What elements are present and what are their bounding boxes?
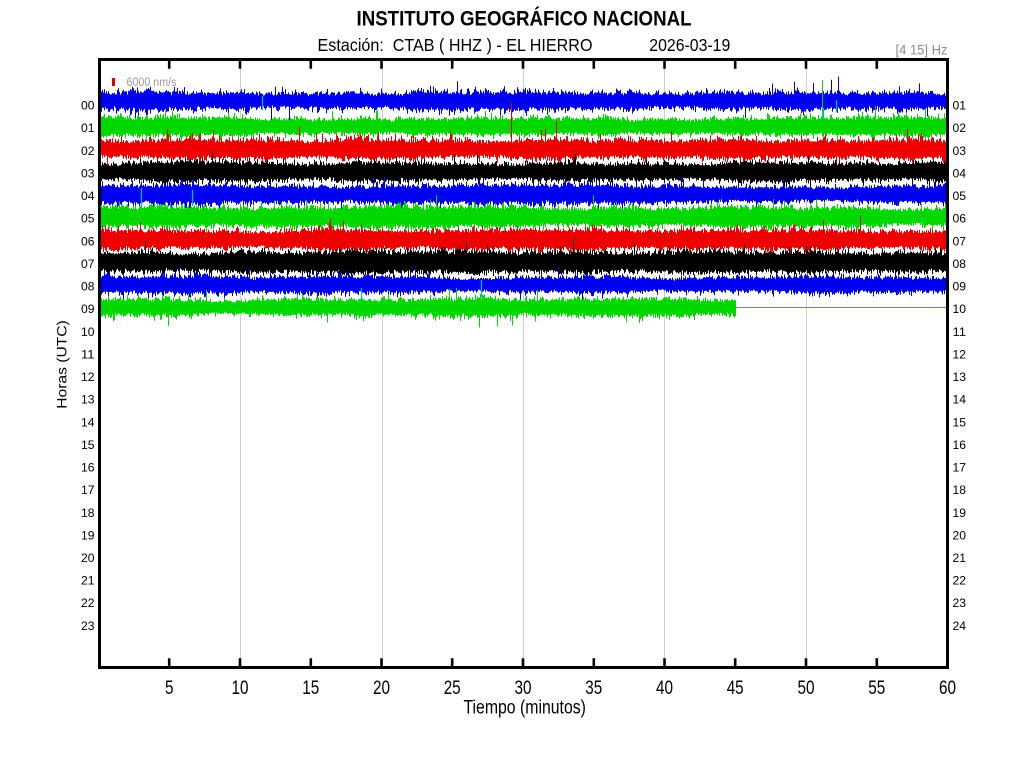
svg-text:09: 09	[81, 302, 95, 316]
svg-text:30: 30	[515, 678, 532, 699]
svg-text:15: 15	[953, 415, 967, 429]
svg-text:08: 08	[953, 257, 967, 271]
svg-text:13: 13	[953, 370, 967, 384]
svg-text:[4 15] Hz: [4 15] Hz	[896, 42, 948, 58]
svg-text:07: 07	[953, 234, 967, 248]
svg-text:23: 23	[953, 596, 967, 610]
svg-text:19: 19	[81, 528, 95, 542]
svg-text:09: 09	[953, 280, 967, 294]
svg-text:20: 20	[953, 528, 967, 542]
svg-text:2026-03-19: 2026-03-19	[649, 35, 730, 55]
svg-text:11: 11	[81, 347, 95, 361]
svg-text:Tiempo (minutos): Tiempo (minutos)	[463, 698, 586, 719]
svg-text:INSTITUTO GEOGRÁFICO NACIONAL: INSTITUTO GEOGRÁFICO NACIONAL	[357, 8, 692, 31]
svg-text:12: 12	[953, 347, 967, 361]
svg-text:01: 01	[81, 121, 95, 135]
svg-text:18: 18	[81, 506, 95, 520]
svg-text:6000 nm/s: 6000 nm/s	[127, 77, 177, 89]
svg-text:40: 40	[656, 678, 673, 699]
svg-text:19: 19	[953, 506, 967, 520]
svg-text:06: 06	[953, 212, 967, 226]
svg-text:55: 55	[868, 678, 885, 699]
svg-text:04: 04	[953, 167, 967, 181]
svg-text:02: 02	[81, 144, 95, 158]
svg-text:10: 10	[232, 678, 249, 699]
svg-text:Horas (UTC): Horas (UTC)	[56, 320, 71, 409]
svg-text:24: 24	[953, 619, 967, 633]
svg-text:05: 05	[81, 212, 95, 226]
svg-text:15: 15	[302, 678, 319, 699]
svg-text:04: 04	[81, 189, 95, 203]
svg-text:14: 14	[953, 393, 967, 407]
svg-text:12: 12	[81, 370, 95, 384]
svg-text:Estación: CTAB ( HHZ ) - EL H: Estación: CTAB ( HHZ ) - EL HIERRO	[318, 35, 593, 55]
svg-text:18: 18	[953, 483, 967, 497]
svg-text:03: 03	[81, 167, 95, 181]
svg-text:21: 21	[953, 551, 967, 565]
svg-text:20: 20	[373, 678, 390, 699]
svg-text:08: 08	[81, 280, 95, 294]
svg-text:23: 23	[81, 619, 95, 633]
svg-text:5: 5	[165, 678, 174, 699]
svg-text:02: 02	[953, 121, 967, 135]
svg-text:17: 17	[81, 483, 95, 497]
svg-text:10: 10	[953, 302, 967, 316]
svg-text:07: 07	[81, 257, 95, 271]
svg-text:13: 13	[81, 393, 95, 407]
svg-text:45: 45	[727, 678, 744, 699]
svg-text:05: 05	[953, 189, 967, 203]
svg-text:01: 01	[953, 99, 967, 113]
svg-text:14: 14	[81, 415, 95, 429]
svg-text:16: 16	[81, 461, 95, 475]
svg-text:00: 00	[81, 99, 95, 113]
svg-text:16: 16	[953, 438, 967, 452]
svg-text:25: 25	[444, 678, 461, 699]
svg-text:17: 17	[953, 461, 967, 475]
svg-text:60: 60	[939, 678, 956, 699]
svg-text:10: 10	[81, 325, 95, 339]
svg-text:35: 35	[585, 678, 602, 699]
svg-text:22: 22	[953, 574, 967, 588]
svg-text:50: 50	[798, 678, 815, 699]
svg-text:11: 11	[953, 325, 967, 339]
svg-text:21: 21	[81, 574, 95, 588]
svg-text:22: 22	[81, 596, 95, 610]
svg-text:03: 03	[953, 144, 967, 158]
svg-text:06: 06	[81, 234, 95, 248]
svg-text:15: 15	[81, 438, 95, 452]
svg-text:20: 20	[81, 551, 95, 565]
